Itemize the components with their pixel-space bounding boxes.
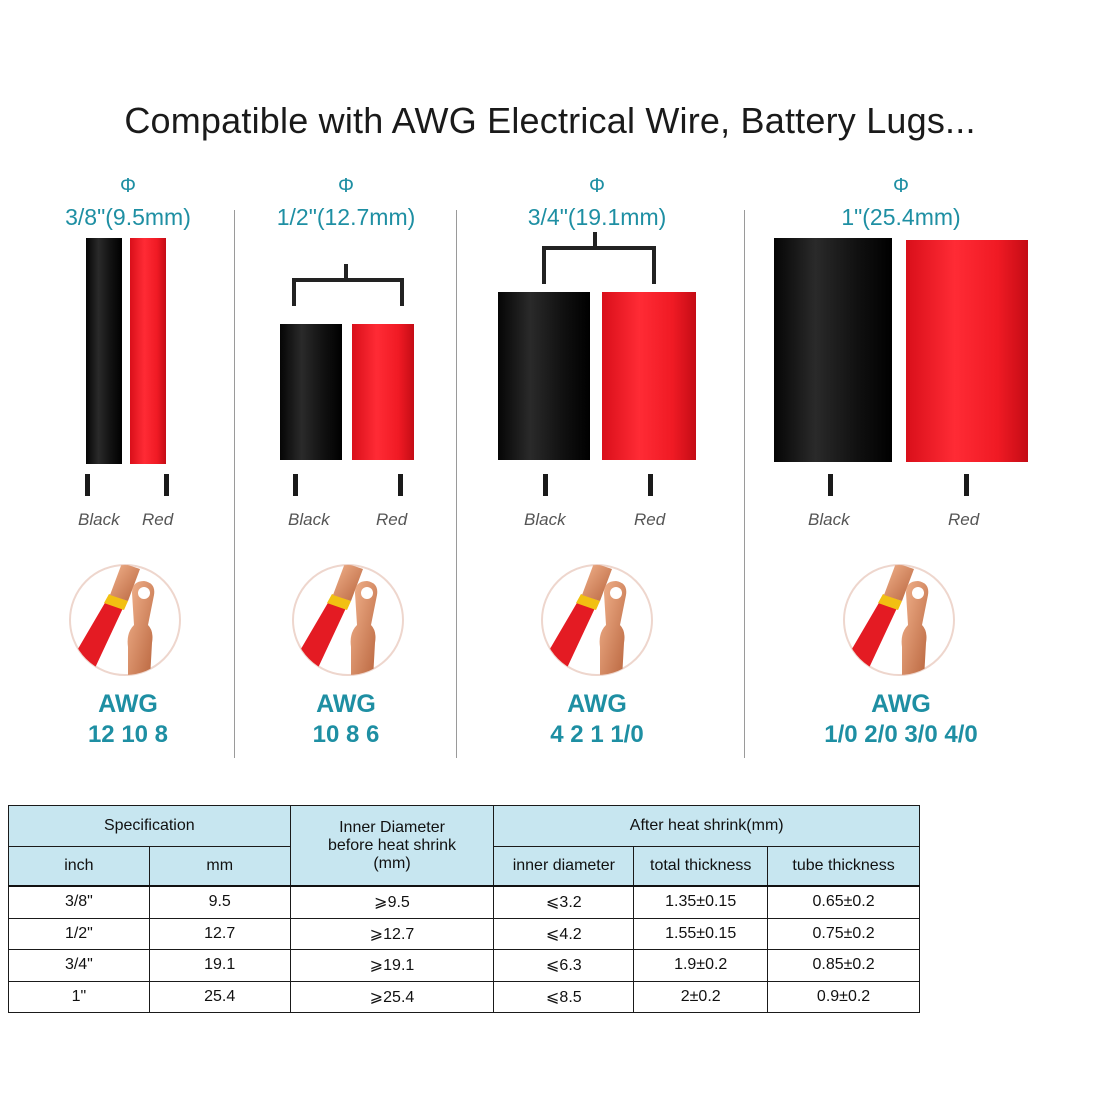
table-row: 1/2" 12.7 ⩾12.7 ⩽4.2 1.55±0.15 0.75±0.2 xyxy=(8,917,920,950)
diameter-symbol: Φ xyxy=(338,175,354,197)
diameter-symbol: Φ xyxy=(893,175,909,197)
table-cell: ⩾25.4 xyxy=(289,980,495,1013)
total-thickness-column-header: total thickness xyxy=(633,846,769,887)
page-title: Compatible with AWG Electrical Wire, Bat… xyxy=(124,100,976,141)
black-tube xyxy=(86,238,122,464)
black-pointer xyxy=(828,474,833,496)
table-cell: 0.75±0.2 xyxy=(767,917,920,950)
table-cell: 25.4 xyxy=(148,980,291,1013)
bracket-stem xyxy=(344,264,348,278)
table-cell: 1.55±0.15 xyxy=(633,917,769,950)
wire-lug-icon xyxy=(68,563,182,677)
black-label: Black xyxy=(288,510,330,529)
table-cell: 3/4" xyxy=(8,949,150,982)
size-column-3-8: Φ 3/8"(9.5mm) Black Red AWG 12 10 8 xyxy=(58,170,198,770)
table-cell: 1.35±0.15 xyxy=(633,885,769,919)
red-label: Red xyxy=(634,510,666,529)
table-row: 3/8" 9.5 ⩾9.5 ⩽3.2 1.35±0.15 0.65±0.2 xyxy=(8,885,920,919)
table-cell: ⩽6.3 xyxy=(493,949,635,982)
black-label: Black xyxy=(524,510,566,529)
after-heat-shrink-header: After heat shrink(mm) xyxy=(493,805,920,847)
table-cell: 0.9±0.2 xyxy=(767,980,920,1013)
table-cell: ⩽4.2 xyxy=(493,917,635,950)
red-tube xyxy=(602,292,696,460)
size-label: 1/2"(12.7mm) xyxy=(276,204,416,230)
black-pointer xyxy=(85,474,90,496)
diameter-symbol: Φ xyxy=(589,175,605,197)
size-label: 1"(25.4mm) xyxy=(841,204,961,230)
table-cell: ⩽3.2 xyxy=(493,885,635,919)
column-divider xyxy=(456,210,457,758)
table-cell: 3/8" xyxy=(8,885,150,919)
awg-values: 4 2 1 1/0 xyxy=(550,721,644,748)
red-label: Red xyxy=(142,510,174,529)
awg-label: AWG xyxy=(871,690,931,718)
table-cell: 19.1 xyxy=(148,949,291,982)
table-cell: 1" xyxy=(8,980,150,1013)
table-cell: 0.65±0.2 xyxy=(767,885,920,919)
table-cell: 1/2" xyxy=(8,917,150,950)
size-column-1-2: Φ 1/2"(12.7mm) Black Red AWG 10 8 6 xyxy=(266,170,426,770)
black-tube xyxy=(774,238,892,462)
black-pointer xyxy=(543,474,548,496)
wire-lug-icon xyxy=(291,563,405,677)
awg-values: 10 8 6 xyxy=(312,721,380,748)
table-cell: ⩾19.1 xyxy=(289,949,495,982)
red-tube xyxy=(906,240,1028,462)
awg-label: AWG xyxy=(567,690,627,718)
black-label: Black xyxy=(808,510,850,529)
specification-table: Specification Inner Diameter before heat… xyxy=(8,805,920,1013)
table-cell: ⩾12.7 xyxy=(289,917,495,950)
size-label: 3/8"(9.5mm) xyxy=(65,204,191,230)
awg-label: AWG xyxy=(316,690,376,718)
table-cell: 0.85±0.2 xyxy=(767,949,920,982)
table-row: 1" 25.4 ⩾25.4 ⩽8.5 2±0.2 0.9±0.2 xyxy=(8,980,920,1013)
black-label: Black xyxy=(78,510,120,529)
inch-column-header: inch xyxy=(8,846,150,887)
awg-label: AWG xyxy=(98,690,158,718)
table-cell: 12.7 xyxy=(148,917,291,950)
black-tube xyxy=(498,292,590,460)
awg-values: 1/0 2/0 3/0 4/0 xyxy=(824,721,978,748)
table-cell: ⩽8.5 xyxy=(493,980,635,1013)
bracket-stem xyxy=(593,232,597,246)
diameter-symbol: Φ xyxy=(120,175,136,197)
red-pointer xyxy=(164,474,169,496)
bracket xyxy=(542,246,656,284)
black-tube xyxy=(280,324,342,460)
size-column-1: Φ 1"(25.4mm) Black Red AWG 1/0 2/0 3/0 4… xyxy=(770,170,1032,770)
red-tube xyxy=(352,324,414,460)
tube-thickness-column-header: tube thickness xyxy=(767,846,920,887)
specification-header: Specification xyxy=(8,805,291,847)
red-pointer xyxy=(964,474,969,496)
size-label: 3/4"(19.1mm) xyxy=(527,204,667,230)
inner-diameter-column-header: inner diameter xyxy=(493,846,635,887)
table-cell: 1.9±0.2 xyxy=(633,949,769,982)
bracket xyxy=(292,278,404,306)
red-tube xyxy=(130,238,166,464)
column-divider xyxy=(234,210,235,758)
wire-lug-icon xyxy=(540,563,654,677)
red-pointer xyxy=(648,474,653,496)
red-label: Red xyxy=(948,510,980,529)
size-column-3-4: Φ 3/4"(19.1mm) Black Red AWG 4 2 1 1/0 xyxy=(492,170,702,770)
column-divider xyxy=(744,210,745,758)
inner-diameter-before-header: Inner Diameter before heat shrink (mm) xyxy=(289,805,495,887)
table-cell: 9.5 xyxy=(148,885,291,919)
wire-lug-icon xyxy=(842,563,956,677)
table-cell: 2±0.2 xyxy=(633,980,769,1013)
table-row: 3/4" 19.1 ⩾19.1 ⩽6.3 1.9±0.2 0.85±0.2 xyxy=(8,949,920,982)
red-pointer xyxy=(398,474,403,496)
table-cell: ⩾9.5 xyxy=(289,885,495,919)
awg-values: 12 10 8 xyxy=(87,721,169,748)
mm-column-header: mm xyxy=(148,846,291,887)
red-label: Red xyxy=(376,510,408,529)
black-pointer xyxy=(293,474,298,496)
